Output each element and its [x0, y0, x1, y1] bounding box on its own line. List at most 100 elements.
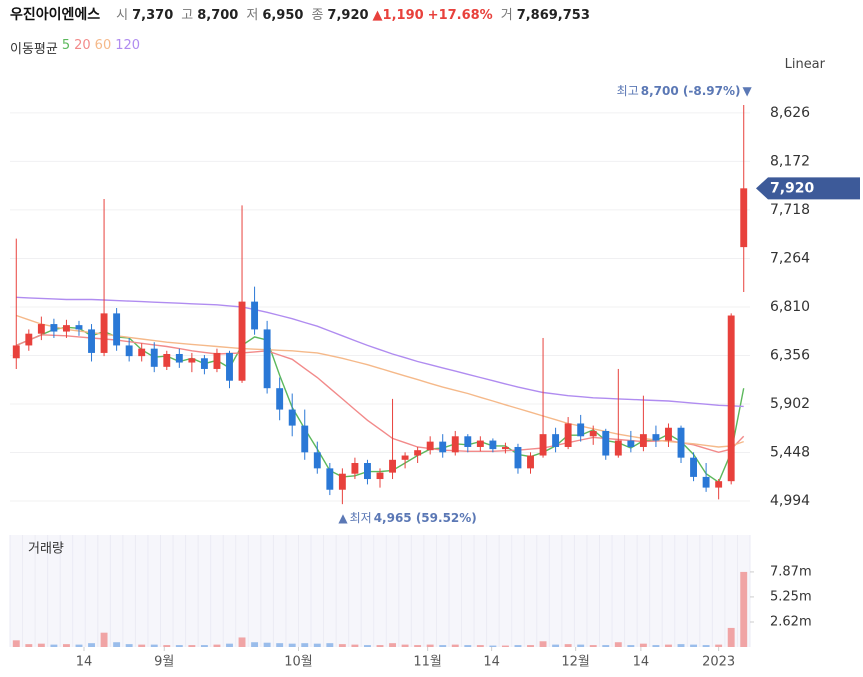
- scale-button[interactable]: Linear: [784, 57, 825, 72]
- volume-bar: [251, 642, 259, 647]
- y-tick-label: 7,264: [770, 250, 810, 266]
- candle-body: [665, 427, 672, 441]
- candle-body: [188, 358, 196, 363]
- volume-bar: [25, 644, 33, 647]
- candle-body: [715, 481, 723, 488]
- candle-body: [539, 434, 547, 456]
- volume-bar: [138, 644, 146, 647]
- candle-body: [652, 434, 660, 441]
- annotation-part: 최고: [617, 83, 639, 97]
- volume-bar: [313, 643, 321, 647]
- volume-tick-label: 7.87m: [770, 564, 812, 579]
- volume-bar: [62, 644, 70, 647]
- last-price-label: 7,920: [770, 180, 815, 196]
- volume-bar: [614, 642, 622, 647]
- volume-bar: [389, 643, 396, 647]
- annotation-part: ▼: [742, 83, 752, 97]
- volume-bar: [439, 645, 447, 647]
- change-pct: +17.68%: [427, 8, 493, 23]
- candle-body: [301, 425, 309, 453]
- candle-body: [326, 468, 334, 490]
- candle-body: [514, 446, 522, 469]
- candle-body: [414, 450, 422, 456]
- volume-bar: [188, 645, 196, 647]
- x-tick-label: 14: [76, 655, 93, 670]
- legend-entry: 60: [94, 38, 112, 53]
- volume-bar: [451, 644, 459, 647]
- field-label: 종: [311, 8, 324, 23]
- x-tick-label: 12월: [561, 655, 590, 670]
- candle-body: [451, 436, 459, 453]
- candle-body: [100, 313, 108, 353]
- y-tick-label: 8,626: [770, 105, 810, 121]
- candle-body: [75, 325, 83, 330]
- candle-body: [589, 430, 597, 437]
- candle-body: [727, 315, 735, 482]
- legend-entry: 120: [115, 38, 141, 53]
- volume-bar: [401, 644, 409, 647]
- candle-body: [25, 333, 33, 346]
- volume-bar: [652, 645, 660, 647]
- volume-bar: [88, 643, 95, 647]
- candle-body: [376, 472, 384, 480]
- y-tick-label: 4,994: [770, 493, 810, 509]
- volume-bar: [589, 645, 597, 647]
- y-tick-label: 5,448: [770, 445, 810, 461]
- candle-body: [527, 455, 534, 469]
- volume-bar: [37, 643, 45, 647]
- annotation-part: 8,700 (-8.97%): [641, 83, 741, 97]
- volume-bar: [338, 644, 346, 647]
- volume-bar: [276, 643, 284, 647]
- volume-bar: [364, 645, 371, 647]
- volume-bar: [12, 640, 20, 647]
- field-value: 7,920: [327, 8, 369, 23]
- volume-bar: [376, 645, 384, 647]
- ma-legend: 이동평균 5 20 60 120: [10, 38, 140, 57]
- candle-body: [288, 409, 296, 426]
- volume-bar: [326, 643, 334, 647]
- candle-body: [62, 325, 70, 332]
- annotation-part: ▲: [338, 511, 348, 525]
- annotation-part: 4,965 (59.52%): [374, 511, 477, 525]
- change: ▲1,190: [372, 8, 424, 23]
- candle-body: [639, 434, 647, 447]
- volume-bar: [690, 644, 698, 647]
- y-tick-label: 6,356: [770, 347, 810, 363]
- ma-legend-label: 이동평균: [10, 42, 58, 57]
- candle-body: [439, 441, 447, 453]
- volume-bar: [200, 645, 208, 647]
- candle-body: [313, 452, 321, 469]
- volume-bar: [213, 644, 221, 647]
- annotation-part: 최저: [350, 511, 372, 525]
- ma-line: [16, 296, 744, 408]
- volume-bar: [577, 644, 585, 647]
- volume-bar: [125, 644, 133, 647]
- legend-entry: 20: [74, 38, 91, 53]
- candle-body: [489, 440, 497, 450]
- high-annotation: 최고 8,700 (-8.97%) ▼: [617, 83, 753, 97]
- low-annotation: ▲ 최저 4,965 (59.52%): [338, 511, 476, 525]
- candle-body: [351, 463, 359, 474]
- candle-body: [12, 345, 20, 359]
- volume-bar: [715, 644, 723, 647]
- candle-body: [263, 329, 271, 389]
- field-value: 7,869,753: [516, 8, 590, 23]
- volume-bar: [727, 627, 735, 647]
- volume-panel: [10, 535, 750, 647]
- candle-body: [740, 188, 748, 248]
- field-label: 시: [116, 8, 129, 23]
- candle-body: [37, 324, 45, 334]
- volume-tick-label: 5.25m: [770, 589, 812, 604]
- candle-body: [276, 388, 284, 410]
- volume-bar: [351, 644, 359, 647]
- candle-body: [213, 352, 221, 369]
- candle-body: [163, 353, 171, 367]
- candle-body: [200, 358, 208, 369]
- candle-body: [138, 348, 146, 357]
- ma-line: [16, 314, 744, 448]
- last-price-tag: [756, 177, 860, 200]
- candle-body: [476, 440, 484, 447]
- y-tick-label: 5,902: [770, 396, 810, 412]
- volume-bar: [489, 645, 497, 647]
